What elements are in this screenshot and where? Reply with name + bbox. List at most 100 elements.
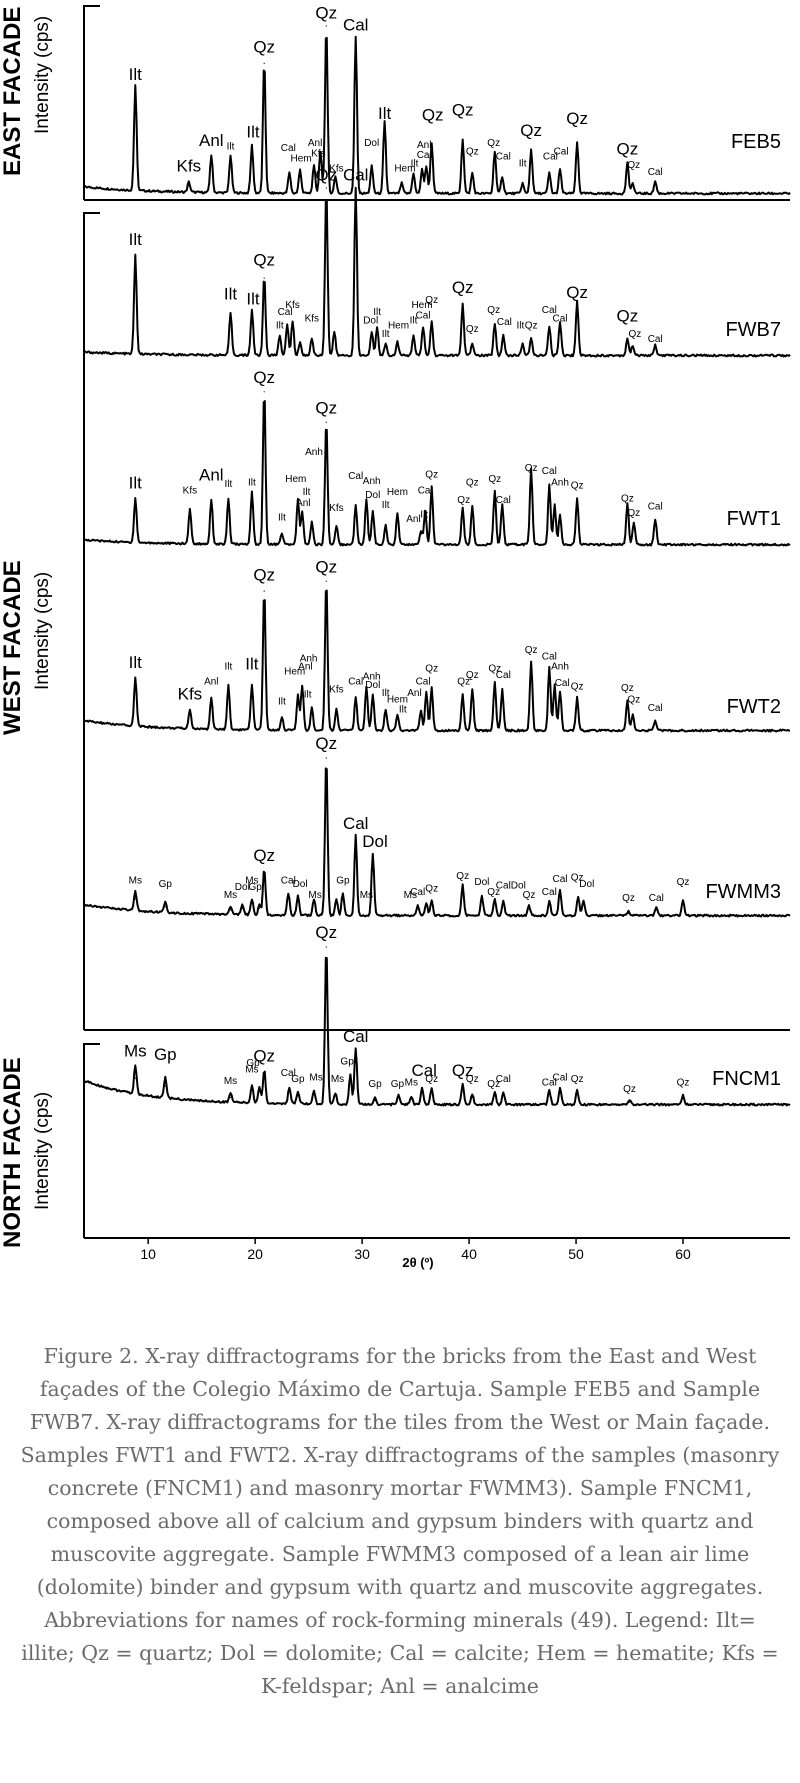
peak-mark xyxy=(522,185,524,187)
x-tick-label: 60 xyxy=(675,1246,691,1262)
peak-mark xyxy=(548,175,550,177)
peak-mark xyxy=(548,328,550,330)
peak-label: Ms xyxy=(331,1074,344,1085)
peak-mark xyxy=(251,1088,253,1090)
peak-label: Dol xyxy=(363,315,378,326)
peak-mark xyxy=(297,1095,299,1097)
peak-mark xyxy=(229,909,232,911)
peak-label: Qz xyxy=(466,1074,479,1085)
peak-mark xyxy=(401,185,403,187)
peak-mark xyxy=(335,710,337,713)
peak-mark xyxy=(349,1076,351,1078)
peak-label: Ilt xyxy=(129,230,143,249)
peak-mark xyxy=(559,323,561,325)
peak-label: Qz xyxy=(253,1046,275,1065)
peak-label: Anh xyxy=(551,477,569,488)
peak-mark xyxy=(288,175,290,177)
peak-label: Anh xyxy=(305,447,323,458)
peak-mark xyxy=(396,715,398,718)
peak-mark xyxy=(279,337,281,339)
peak-mark xyxy=(164,1085,166,1087)
peak-label: Hem xyxy=(387,487,408,498)
peak-mark xyxy=(576,303,578,305)
peak-label: Kfs xyxy=(329,164,343,175)
peak-label: Ilt xyxy=(246,290,260,309)
peak-label: Ilt xyxy=(420,509,428,520)
peak-mark xyxy=(164,906,166,908)
peak-label: Ilt xyxy=(304,690,312,701)
peak-mark xyxy=(548,1092,550,1094)
peak-mark xyxy=(188,185,190,187)
peak-mark xyxy=(471,1096,473,1098)
facade-label-north: NORTH FACADE xyxy=(0,1057,26,1248)
peak-mark xyxy=(501,506,503,508)
peak-label: Anl xyxy=(199,466,224,485)
peak-mark xyxy=(210,701,212,703)
peak-label: Qz xyxy=(523,890,536,901)
peak-label: Cal xyxy=(542,887,557,898)
peak-mark xyxy=(325,25,327,27)
peak-mark xyxy=(325,187,327,189)
peak-label: Qz xyxy=(525,321,538,332)
peak-mark xyxy=(654,722,656,724)
peak-label: Qz xyxy=(487,138,500,149)
peak-mark xyxy=(335,901,337,903)
xrd-diffractogram-chart: EAST FACADE Intensity (cps) WEST FACADE … xyxy=(0,4,791,1270)
peak-label: Cal xyxy=(348,677,363,688)
peak-label: Qz xyxy=(466,147,479,158)
peak-label: Qz xyxy=(253,846,275,865)
peak-label: Ilt xyxy=(519,159,527,170)
peak-label: Qz xyxy=(253,38,275,57)
peak-label: Qz xyxy=(457,495,470,506)
peak-mark xyxy=(424,512,426,515)
peak-mark xyxy=(431,323,433,325)
trace-feb5 xyxy=(83,35,791,196)
peak-label: Gp xyxy=(246,1058,260,1069)
peak-label: Kfs xyxy=(178,684,203,703)
peak-mark xyxy=(371,333,373,335)
peak-mark xyxy=(410,1098,412,1100)
peak-label: Qz xyxy=(571,481,584,492)
peak-mark xyxy=(299,171,301,173)
diffractogram-traces xyxy=(83,25,791,1107)
peak-label: Qz xyxy=(466,324,479,335)
peak-mark xyxy=(335,527,337,529)
peak-label: Anl xyxy=(407,688,421,699)
peak-label: Qz xyxy=(677,877,690,888)
sample-name-fncm1: FNCM1 xyxy=(712,1068,781,1090)
peak-mark xyxy=(372,696,374,698)
peak-mark xyxy=(682,1096,684,1098)
x-axis-label: 2θ (º) xyxy=(402,1255,433,1270)
peak-label: Qz xyxy=(253,251,275,270)
peak-mark xyxy=(134,682,136,685)
peak-label: Ilt xyxy=(246,123,260,142)
peak-label: Qz xyxy=(627,508,640,519)
peak-label: Ilt xyxy=(382,500,390,511)
peak-label: Gp xyxy=(336,876,350,887)
peak-mark xyxy=(576,1092,578,1094)
peak-mark xyxy=(654,183,656,185)
peak-mark xyxy=(471,691,473,693)
peak-label: Cal xyxy=(410,887,425,898)
peak-label: Cal xyxy=(416,310,431,321)
peak-label: Dol xyxy=(365,490,380,501)
y-axis-label-north: Intensity (cps) xyxy=(32,1092,53,1210)
peak-label: Kfs xyxy=(329,503,343,514)
peak-label: Cal xyxy=(555,678,570,689)
peak-label: Ilt xyxy=(399,705,407,716)
peak-mark xyxy=(655,909,657,911)
peak-label: Qz xyxy=(571,1074,584,1085)
peak-mark xyxy=(319,152,321,155)
peak-mark xyxy=(462,1085,464,1087)
peak-mark xyxy=(355,1050,357,1052)
peak-label: Qz xyxy=(621,493,634,504)
peak-label: Cal xyxy=(552,1073,567,1084)
peak-mark xyxy=(471,508,473,510)
peak-label: Ms xyxy=(309,1073,322,1084)
peak-label: Hem xyxy=(388,321,409,332)
peak-label: Qz xyxy=(425,884,438,895)
peak-label: Cal xyxy=(649,893,664,904)
peak-mark xyxy=(462,696,464,698)
facade-label-east: EAST FACADE xyxy=(0,7,26,176)
